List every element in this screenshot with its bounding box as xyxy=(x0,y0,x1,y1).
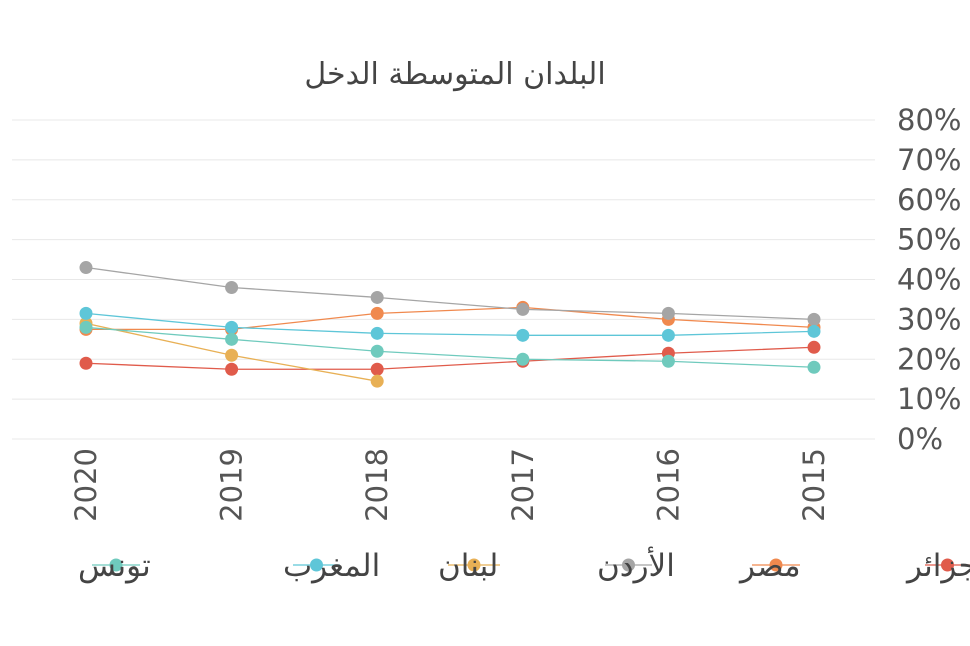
x-tick-label: 2016 xyxy=(651,448,685,522)
legend-marker xyxy=(622,558,635,572)
data-point xyxy=(661,354,675,368)
data-point xyxy=(79,356,93,370)
data-point xyxy=(807,360,821,374)
data-point xyxy=(807,324,821,338)
series-line xyxy=(85,266,815,321)
data-point xyxy=(370,362,384,376)
series xyxy=(79,306,821,342)
data-point xyxy=(79,261,93,275)
legend-label: الجزائر xyxy=(905,548,970,584)
legend-label: المغرب xyxy=(283,548,380,584)
legend-item: تونس xyxy=(78,548,151,584)
y-tick-label: 30% xyxy=(897,302,961,336)
y-axis-ticks: 80% 70% 60% 50% 40% 30% 20% 10% 0% xyxy=(897,103,961,456)
legend-marker xyxy=(467,558,481,572)
y-tick-label: 50% xyxy=(897,223,961,257)
data-point xyxy=(225,320,239,334)
y-tick-label: 80% xyxy=(897,103,961,137)
data-point xyxy=(225,348,239,362)
x-tick-label: 2018 xyxy=(360,448,394,522)
data-point xyxy=(370,326,384,340)
data-point xyxy=(225,362,239,376)
data-point xyxy=(370,374,384,388)
series-line xyxy=(86,306,815,330)
data-point xyxy=(661,328,675,342)
legend-item: مصر xyxy=(738,548,801,584)
series-line xyxy=(85,312,815,336)
data-point xyxy=(370,290,384,304)
legend-item: الجزائر xyxy=(905,548,970,584)
legend-label: لبنان xyxy=(438,548,498,584)
y-tick-label: 0% xyxy=(897,422,943,456)
series-line xyxy=(85,326,815,368)
data-point xyxy=(516,352,530,366)
legend-marker xyxy=(941,558,954,572)
data-point xyxy=(79,320,93,334)
chart-title: البلدان المتوسطة الدخل xyxy=(304,57,605,92)
x-tick-label: 2019 xyxy=(215,448,249,522)
legend-marker xyxy=(109,558,123,572)
series xyxy=(79,261,821,326)
legend-item: المغرب xyxy=(283,548,380,584)
legend-item: لبنان xyxy=(438,548,500,584)
legend-label: تونس xyxy=(78,548,151,584)
legend-marker xyxy=(769,558,783,572)
legend-marker xyxy=(310,558,323,572)
y-tick-label: 10% xyxy=(897,382,961,416)
legend-label: الأردن xyxy=(597,546,675,584)
legend-label: مصر xyxy=(738,548,801,584)
data-point xyxy=(370,344,384,358)
y-tick-label: 20% xyxy=(897,342,961,376)
y-tick-label: 40% xyxy=(897,263,961,297)
y-tick-label: 60% xyxy=(897,183,961,217)
data-point xyxy=(807,312,821,326)
x-tick-label: 2017 xyxy=(506,448,540,522)
data-point xyxy=(225,332,239,346)
series xyxy=(79,320,821,374)
x-axis-ticks: 2020 2019 2018 2017 2016 2015 xyxy=(69,448,831,522)
series-line xyxy=(85,346,815,370)
data-point xyxy=(516,302,530,316)
series xyxy=(79,340,821,376)
data-point xyxy=(807,340,821,354)
data-point xyxy=(225,280,239,294)
legend-item: الأردن xyxy=(597,546,675,584)
data-point xyxy=(661,306,675,320)
x-tick-label: 2020 xyxy=(69,448,103,522)
series xyxy=(79,300,821,336)
x-tick-label: 2015 xyxy=(797,448,831,522)
gridlines xyxy=(12,119,875,440)
data-point xyxy=(516,328,530,342)
data-point xyxy=(370,306,384,320)
data-point xyxy=(79,306,93,320)
series-lines xyxy=(79,261,821,388)
legend: الجزائر مصر الأردن لبنان المغرب تونس xyxy=(78,546,970,584)
y-tick-label: 70% xyxy=(897,143,961,177)
